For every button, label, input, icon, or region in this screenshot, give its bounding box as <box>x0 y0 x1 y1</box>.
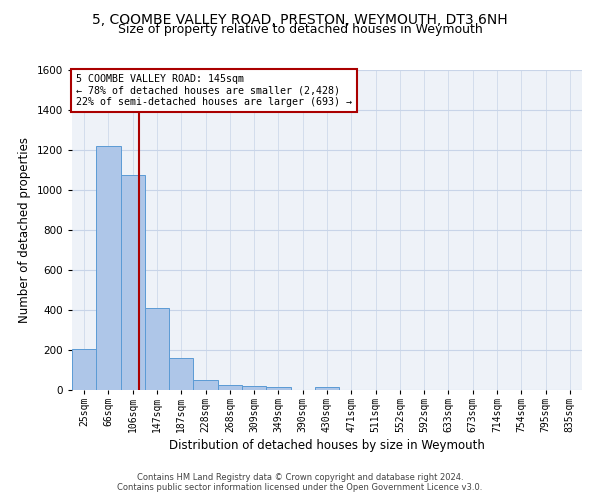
Text: Contains HM Land Registry data © Crown copyright and database right 2024.: Contains HM Land Registry data © Crown c… <box>137 474 463 482</box>
Y-axis label: Number of detached properties: Number of detached properties <box>18 137 31 323</box>
Bar <box>266 387 290 390</box>
Bar <box>169 358 193 390</box>
Bar <box>96 146 121 390</box>
Bar <box>193 380 218 390</box>
Text: Size of property relative to detached houses in Weymouth: Size of property relative to detached ho… <box>118 22 482 36</box>
Bar <box>242 386 266 390</box>
Text: 5 COOMBE VALLEY ROAD: 145sqm
← 78% of detached houses are smaller (2,428)
22% of: 5 COOMBE VALLEY ROAD: 145sqm ← 78% of de… <box>76 74 352 107</box>
Text: 5, COOMBE VALLEY ROAD, PRESTON, WEYMOUTH, DT3 6NH: 5, COOMBE VALLEY ROAD, PRESTON, WEYMOUTH… <box>92 12 508 26</box>
Bar <box>145 308 169 390</box>
Bar <box>72 349 96 390</box>
Bar <box>121 175 145 390</box>
X-axis label: Distribution of detached houses by size in Weymouth: Distribution of detached houses by size … <box>169 439 485 452</box>
Text: Contains public sector information licensed under the Open Government Licence v3: Contains public sector information licen… <box>118 484 482 492</box>
Bar <box>218 385 242 390</box>
Bar <box>315 387 339 390</box>
